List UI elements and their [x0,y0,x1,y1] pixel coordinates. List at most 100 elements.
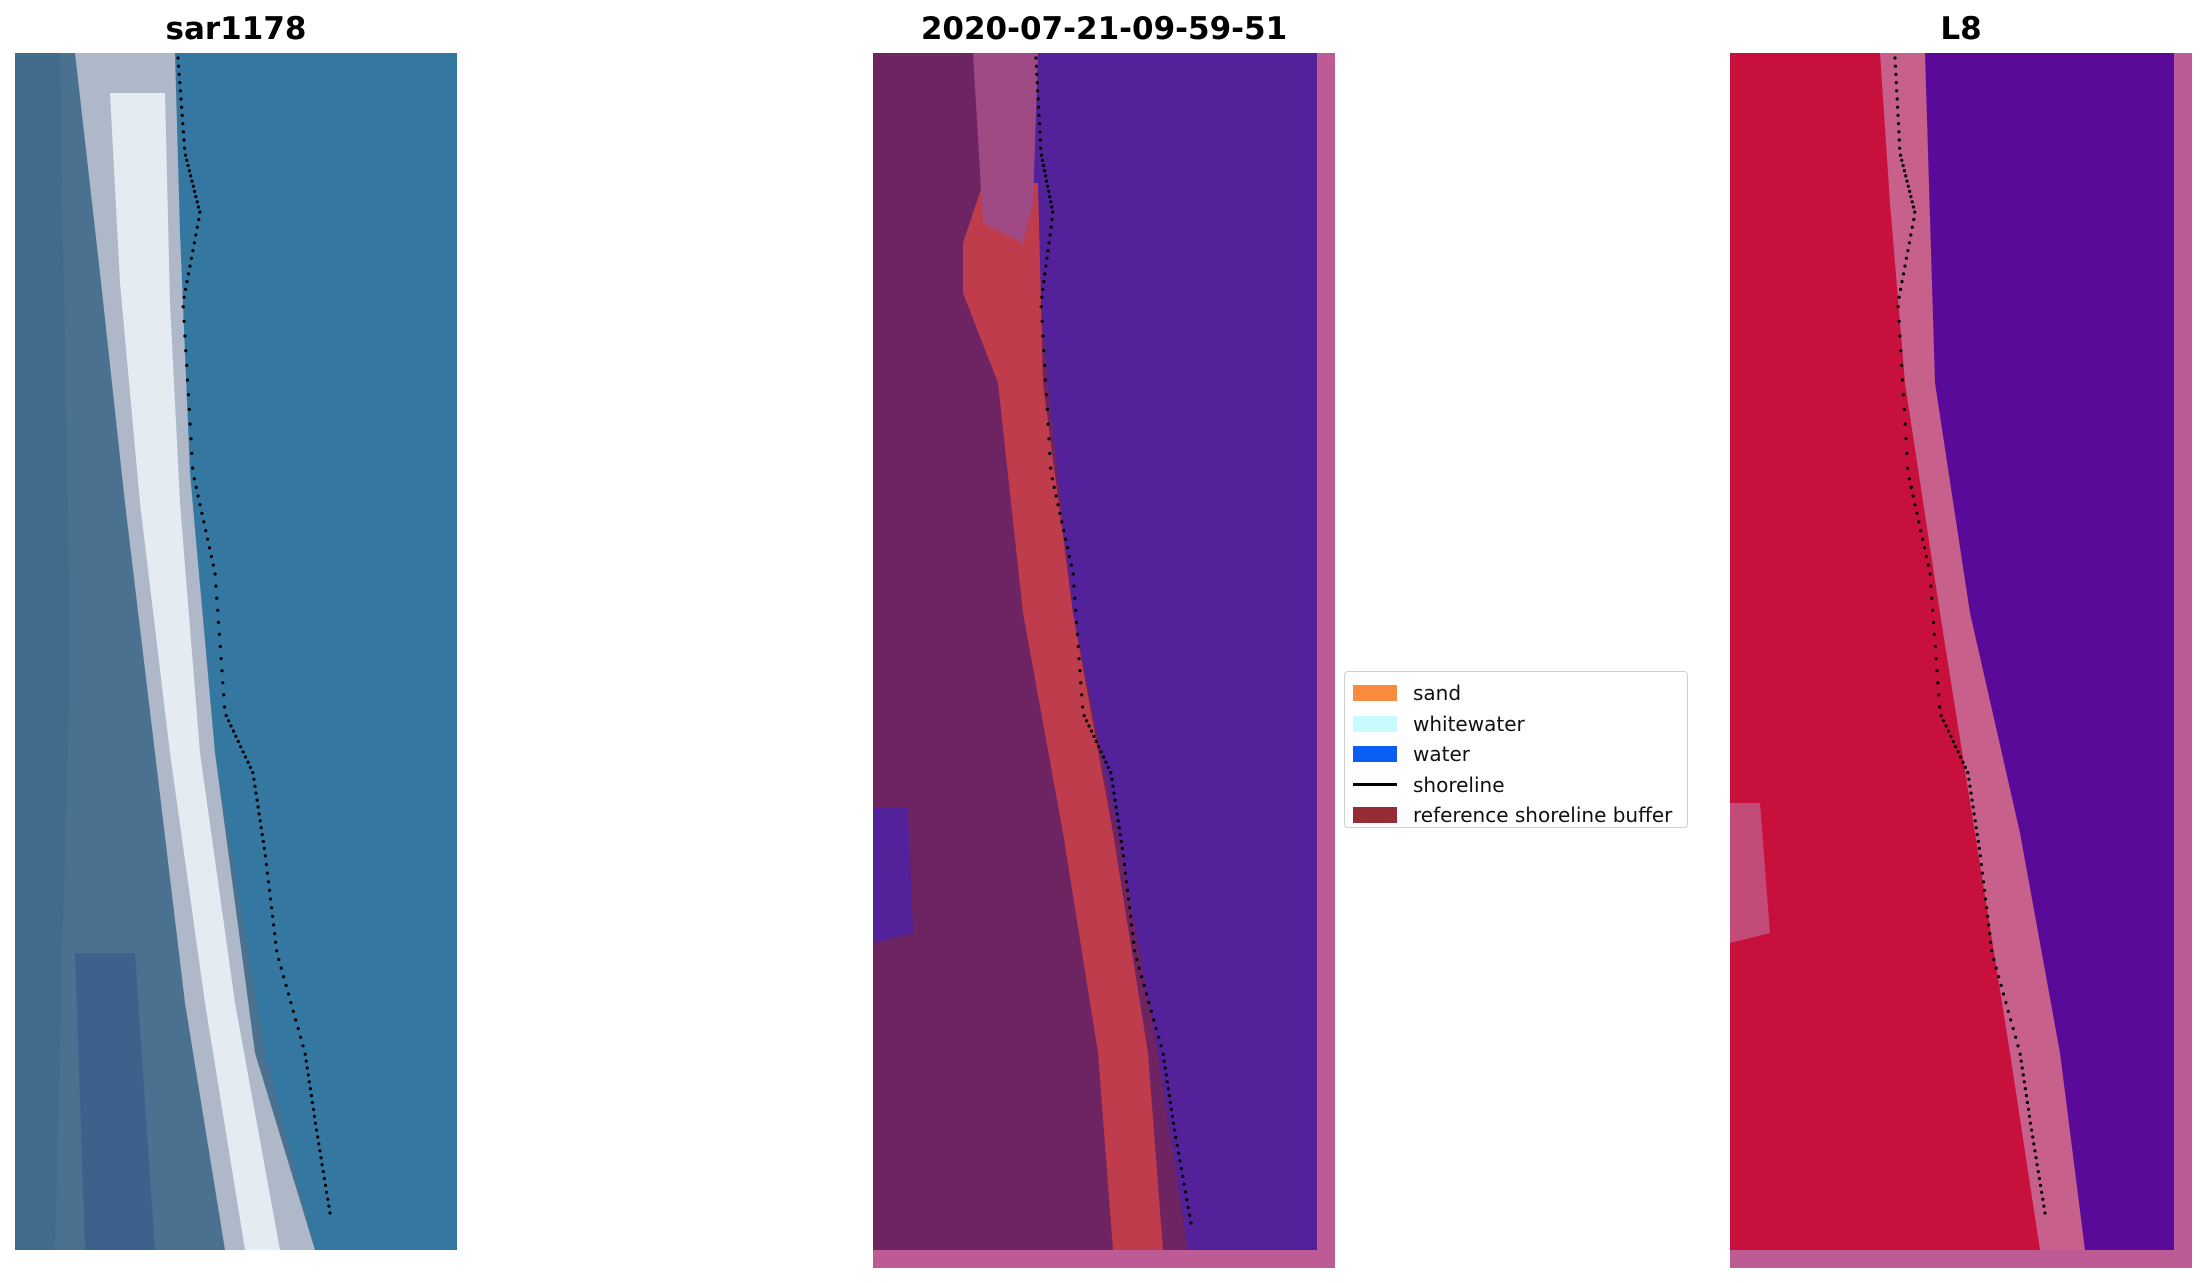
shoreline-point [1041,334,1045,338]
shoreline-point [1037,122,1042,126]
shoreline-point [321,1170,325,1174]
shoreline-point [216,620,221,625]
shoreline-point [1114,805,1118,809]
shoreline-point [320,1163,324,1167]
shoreline-point [181,305,185,309]
shoreline-point [1039,146,1043,150]
shoreline-point [1898,153,1903,157]
shoreline-point [327,1204,331,1208]
legend-label-whitewater: whitewater [1413,711,1525,736]
shoreline-point [308,1087,312,1091]
shoreline-point [1069,563,1073,567]
shoreline-point [1049,225,1053,229]
shoreline-point [1109,771,1113,775]
shoreline-point [1043,272,1047,276]
shoreline-point [1931,620,1936,625]
shoreline-point [1054,494,1058,498]
shoreline-point [2021,1073,2025,1077]
shoreline-point [234,734,238,738]
shoreline-point [1037,113,1041,117]
shoreline-point [1904,437,1908,441]
shoreline-point [1101,755,1106,759]
shoreline-point [310,1100,314,1105]
shoreline-point [1170,1114,1175,1118]
shoreline-point [2025,1100,2029,1105]
shoreline-point [2036,1170,2040,1174]
shoreline-point [188,264,192,268]
shoreline-point [1973,819,1977,823]
shoreline-point [189,437,193,441]
shoreline-point [1900,158,1904,162]
shoreline-point [316,1135,320,1139]
shoreline-point [206,537,210,541]
shoreline-point [184,349,188,353]
shoreline-point [1911,494,1915,498]
shoreline-point [1123,871,1127,875]
shoreline-point [1099,750,1103,754]
legend-item-reference-buffer: reference shoreline buffer [1353,800,1679,831]
shoreline-point [1921,537,1925,541]
rgb-satellite-image [15,53,457,1250]
shoreline-point [1905,451,1909,455]
shoreline-point [192,477,196,481]
shoreline-point [1111,784,1115,788]
shoreline-point [1963,765,1967,770]
shoreline-point [1074,608,1078,612]
shoreline-point [1043,378,1048,382]
shoreline-point [1060,520,1064,524]
shoreline-point [1104,760,1108,764]
shoreline-point [1924,554,1928,559]
shoreline-point [1037,105,1041,109]
shoreline-point [1994,966,1998,970]
shoreline-point [1183,1190,1188,1194]
shoreline-point [1131,932,1135,936]
shoreline-point [231,729,236,733]
shoreline-point [1997,975,2001,979]
shoreline-trace-rgb [176,56,332,1215]
shoreline-point [220,669,224,673]
shoreline-point [263,854,267,858]
shoreline-point [183,334,187,338]
shoreline-point [303,1052,307,1056]
shoreline-point [259,826,263,830]
shoreline-point [279,966,283,970]
shoreline-point [1048,233,1052,237]
shoreline-point [182,138,186,142]
shoreline-point [1122,862,1126,867]
shoreline-point [1130,923,1134,927]
shoreline-point [289,1001,293,1005]
shoreline-point [185,280,189,284]
shoreline-point [1931,608,1935,612]
shoreline-point [198,503,202,507]
shoreline-point [188,422,192,426]
shoreline-point [1058,511,1062,515]
shoreline-point [190,451,194,455]
shoreline-point [2024,1094,2028,1098]
shoreline-point [323,1183,328,1187]
shoreline-point [315,1128,319,1132]
shoreline-point [1137,966,1141,970]
shoreline-point [1120,846,1124,851]
shoreline-point [193,189,197,193]
shoreline-point [299,1035,303,1039]
shoreline-point [1167,1094,1171,1098]
shoreline-point [1898,146,1902,150]
shoreline-point [1050,477,1054,481]
shoreline-point [1036,97,1040,101]
shoreline-point [1168,1100,1172,1105]
shoreline-point [1900,363,1904,367]
shoreline-point [1933,644,1937,649]
shoreline-point [1929,584,1933,588]
shoreline-point [2009,1018,2013,1022]
shoreline-point [328,1211,332,1215]
shoreline-point [189,256,193,260]
shoreline-point [1173,1128,1177,1132]
shoreline-point [221,681,225,685]
shoreline-point [1166,1087,1170,1091]
shoreline-point [178,81,182,85]
shoreline-point [255,798,259,802]
shoreline-point [1967,777,1971,781]
shoreline-point [1039,153,1043,157]
shoreline-point [1113,798,1117,802]
shoreline-point [1985,906,1989,910]
